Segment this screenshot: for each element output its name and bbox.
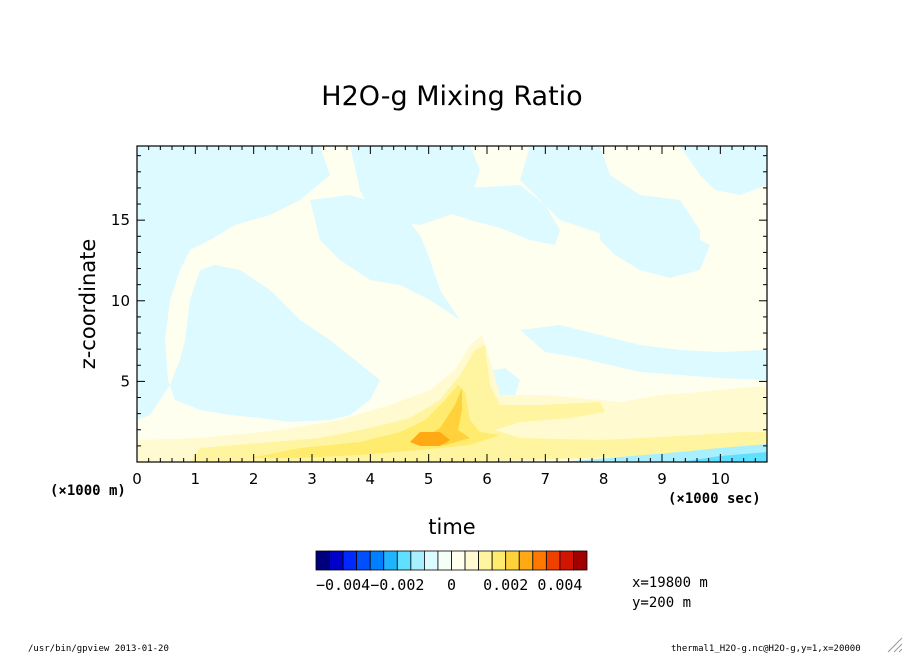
colorbar-swatch xyxy=(329,550,344,571)
y-axis: 5 10 15 xyxy=(111,155,767,463)
x-tick-label: 0 xyxy=(132,470,142,488)
colorbar-swatch xyxy=(518,550,534,571)
colorbar-swatch xyxy=(315,550,330,571)
colorbar-swatch xyxy=(396,550,412,571)
colorbar-swatch xyxy=(505,550,520,571)
colorbar-swatch xyxy=(451,550,466,571)
chart-title: H2O-g Mixing Ratio xyxy=(321,81,582,112)
colorbar-swatch xyxy=(573,550,588,571)
colorbar-swatch xyxy=(478,550,493,571)
x-tick-label: 8 xyxy=(599,470,609,488)
footer-program: /usr/bin/gpview 2013-01-20 xyxy=(28,644,169,654)
colorbar-swatch xyxy=(437,550,452,571)
x-tick-label: 2 xyxy=(249,470,259,488)
x-tick-label: 1 xyxy=(191,470,201,488)
field-region-negative-upper-strip xyxy=(430,185,560,245)
colorbar-tick-label: −0.004 xyxy=(316,576,370,594)
x-tick-label: 3 xyxy=(307,470,317,488)
field-region-negative-lower-right xyxy=(520,325,767,380)
annotation-x-location: x=19800 m xyxy=(632,575,708,591)
field-region-positive-strong xyxy=(410,432,450,446)
colorbar xyxy=(315,550,588,571)
colorbar-tick-label: 0.004 xyxy=(537,576,582,594)
colorbar-swatch xyxy=(559,550,574,571)
colorbar-swatch xyxy=(423,550,439,571)
x-tick-label: 4 xyxy=(366,470,376,488)
colorbar-swatch xyxy=(342,550,358,571)
field-region-positive-orange xyxy=(420,388,470,445)
field-region-negative-right-mid xyxy=(600,215,710,278)
resize-grip-icon[interactable] xyxy=(887,637,903,653)
x-tick-label: 5 xyxy=(424,470,434,488)
x-axis-label: time xyxy=(428,515,475,539)
x-axis-unit: (×1000 sec) xyxy=(668,491,761,507)
y-tick-label: 10 xyxy=(111,292,130,310)
x-tick-label: 9 xyxy=(657,470,667,488)
colorbar-tick-label: 0.002 xyxy=(483,576,528,594)
x-tick-label: 7 xyxy=(541,470,551,488)
x-axis: 0 1 2 3 4 5 6 7 8 9 10 xyxy=(132,146,768,488)
x-tick-label: 10 xyxy=(711,470,730,488)
x-tick-label: 6 xyxy=(482,470,492,488)
colorbar-swatch xyxy=(383,550,398,571)
y-tick-label: 15 xyxy=(111,211,130,229)
y-tick-label: 5 xyxy=(120,372,130,390)
footer-source: thermal1_H2O-g.nc@H2O-g,y=1,x=20000 xyxy=(671,644,861,654)
y-axis-label: z-coordinate xyxy=(76,239,100,370)
colorbar-tick-label: −0.002 xyxy=(370,576,424,594)
annotation-y-location: y=200 m xyxy=(632,595,691,611)
field-region-negative-upper-left xyxy=(137,146,380,422)
colorbar-swatch xyxy=(464,550,479,571)
colorbar-swatch xyxy=(369,550,385,571)
colorbar-swatch xyxy=(356,550,371,571)
colorbar-tick-labels: −0.004 −0.002 0 0.002 0.004 xyxy=(316,576,582,594)
colorbar-tick-label: 0 xyxy=(447,576,456,594)
field-region-negative-bottom-strong xyxy=(680,452,767,462)
colorbar-swatch xyxy=(491,550,507,571)
colorbar-swatch xyxy=(532,550,547,571)
field-region-negative-far-right xyxy=(680,146,767,195)
field-region-negative-center xyxy=(360,235,440,295)
colorbar-swatch xyxy=(410,550,425,571)
field-region-positive-yellow xyxy=(190,345,767,462)
colorbar-swatch xyxy=(545,550,561,571)
plot-area xyxy=(137,146,767,462)
y-axis-unit: (×1000 m) xyxy=(50,483,126,499)
